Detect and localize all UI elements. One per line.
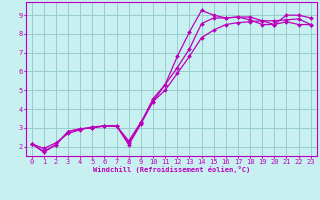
X-axis label: Windchill (Refroidissement éolien,°C): Windchill (Refroidissement éolien,°C) (92, 166, 250, 173)
